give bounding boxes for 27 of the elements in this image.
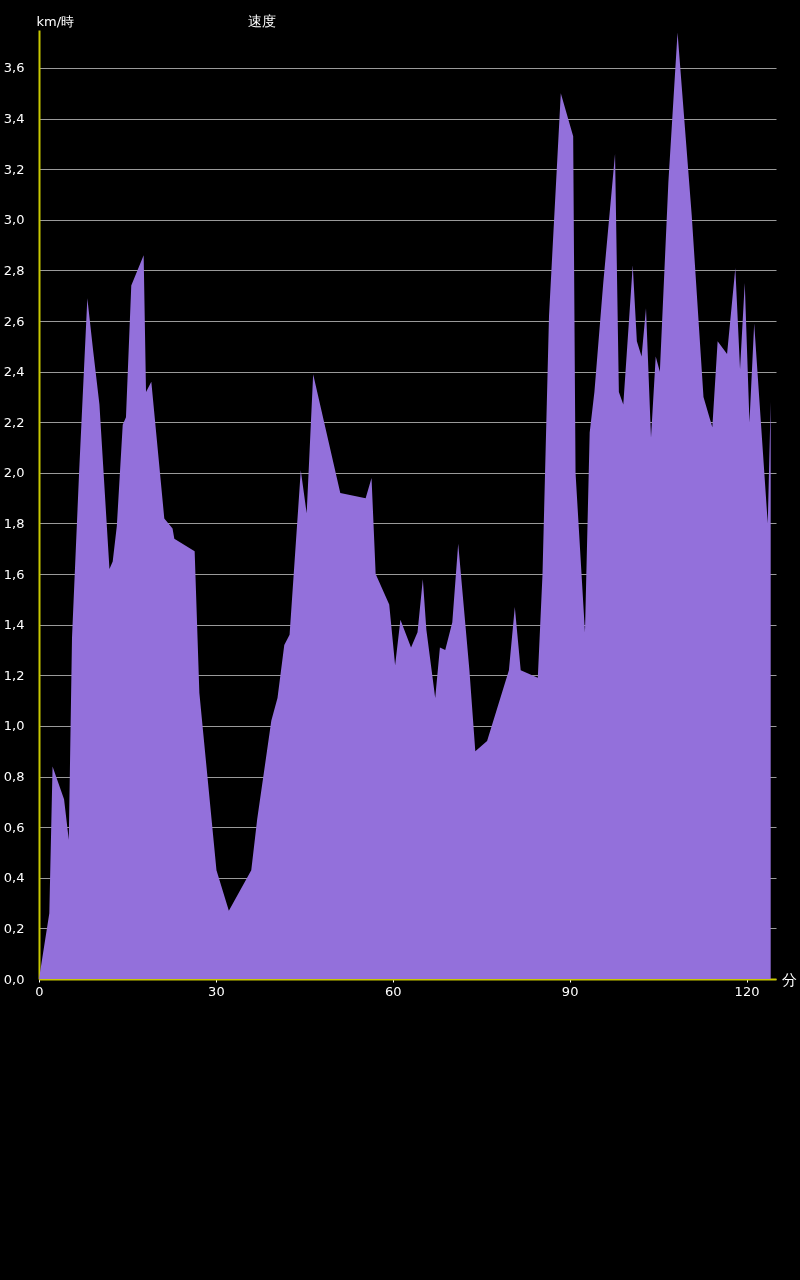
y-tick-label: 0,4 [3, 870, 25, 886]
y-tick-label: 1,0 [3, 718, 25, 734]
y-tick-label: 1,6 [3, 566, 25, 582]
x-tick-label: 120 [734, 983, 760, 999]
x-tick-label: 0 [35, 983, 44, 999]
y-tick-label: 0,8 [3, 769, 25, 785]
y-tick-label: 0,6 [3, 819, 25, 835]
x-tick-label: 90 [561, 983, 579, 999]
y-tick-label: 0,2 [3, 920, 25, 936]
y-tick-label: 2,6 [3, 313, 25, 329]
y-tick-label: 3,4 [3, 111, 25, 127]
y-tick-label: 2,0 [3, 465, 25, 481]
y-tick-label: 1,8 [3, 515, 25, 531]
y-tick-label: 1,4 [3, 617, 25, 633]
y-tick-label: 2,2 [3, 414, 25, 430]
chart-title: 速度 [248, 13, 277, 29]
y-axis-title: km/時 [36, 13, 75, 29]
x-tick-label: 60 [384, 983, 402, 999]
y-tick-label: 0,0 [3, 971, 25, 987]
y-tick-label: 3,6 [3, 60, 25, 76]
x-axis-title: 分 [781, 970, 797, 989]
y-tick-label: 3,0 [3, 212, 25, 228]
y-tick-label: 3,2 [3, 161, 25, 177]
y-tick-label: 2,4 [3, 364, 25, 380]
y-tick-label: 2,8 [3, 262, 25, 278]
y-tick-label: 1,2 [3, 667, 25, 683]
x-tick-label: 30 [208, 983, 225, 999]
